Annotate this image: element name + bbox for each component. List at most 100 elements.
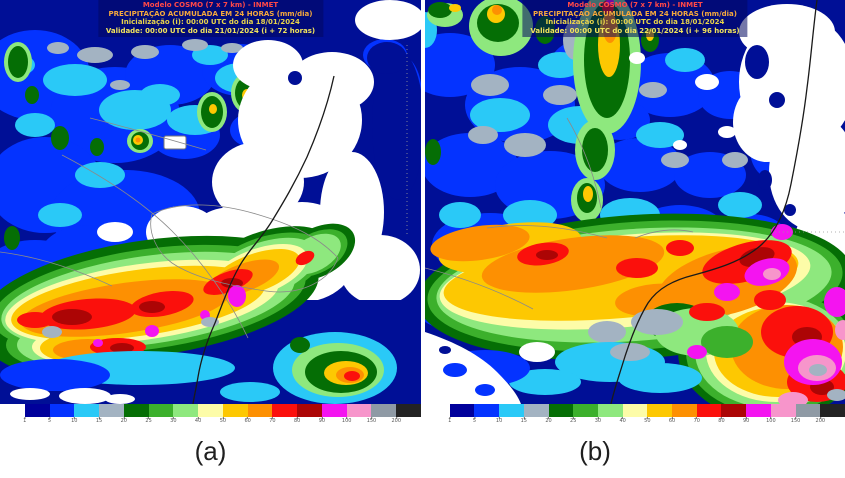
coastline <box>192 75 335 404</box>
coastline <box>610 0 818 404</box>
state-borders <box>425 117 694 310</box>
colorbar-segment <box>499 404 524 417</box>
colorbar-tick-label: 100 <box>341 418 352 424</box>
colorbar-segment <box>425 404 450 417</box>
colorbar-segment <box>321 404 347 417</box>
colorbar-ticks-b: 1 5 10 15 20 25 30 40 50 60 70 80 90 100 150 200 <box>425 417 845 425</box>
valid-line: Validade: 00:00 UTC do dia 22/01/2024 (i… <box>530 26 740 35</box>
panel-b: Modelo COSMO (7 x 7 km) - INMET PRECIPIT… <box>425 0 845 425</box>
colorbar-segment <box>548 404 574 417</box>
colorbar-segment <box>449 404 475 417</box>
colorbar-tick-label: 10 <box>71 418 78 424</box>
colorbar-segment <box>523 404 549 417</box>
colorbar-segment <box>770 404 796 417</box>
colorbar-tick-label: 100 <box>766 418 776 424</box>
colorbar-tick-label: 1 <box>23 418 27 424</box>
map-title-a: Modelo COSMO (7 x 7 km) - INMET PRECIPIT… <box>97 0 324 37</box>
model-line: Modelo COSMO (7 x 7 km) - INMET <box>142 1 279 9</box>
colorbar-b <box>425 404 845 417</box>
colorbar-tick-label: 60 <box>244 418 251 424</box>
colorbar-tick-label: 30 <box>594 418 602 424</box>
colorbar-tick-label: 15 <box>95 418 103 424</box>
variable-line: PRECIPITAÇÃO ACUMULADA EM 24 HORAS (mm/d… <box>533 9 737 18</box>
colorbar-segment <box>272 404 298 417</box>
colorbar-a <box>0 404 422 417</box>
colorbar-segment <box>746 404 771 417</box>
colorbar-segment <box>672 404 697 417</box>
colorbar-tick-label: 200 <box>391 418 402 424</box>
colorbar-ticks-a: 1 5 10 15 20 25 30 40 50 60 70 80 90 100 150 200 <box>0 417 421 425</box>
colorbar-segment <box>696 404 722 417</box>
colorbar-tick-label: 5 <box>472 418 476 424</box>
colorbar-tick-label: 200 <box>815 418 826 424</box>
panel-a: Modelo COSMO (7 x 7 km) - INMET PRECIPIT… <box>0 0 422 425</box>
colorbar-tick-label: 40 <box>194 418 202 424</box>
colorbar-segment <box>0 404 25 417</box>
colorbar-segment <box>173 404 199 417</box>
colorbar-segment <box>123 404 149 417</box>
colorbar-segment <box>74 404 100 417</box>
colorbar-segment <box>371 404 397 417</box>
colorbar-tick-label: 150 <box>790 418 801 424</box>
colorbar-segment <box>346 404 372 417</box>
band-fringe <box>0 351 280 402</box>
colorbar-tick-label: 80 <box>718 418 725 424</box>
colorbar-segment <box>647 404 673 417</box>
colorbar-tick-label: 40 <box>619 418 626 424</box>
ocean-rain <box>745 45 796 216</box>
colorbar-tick-label: 15 <box>520 418 527 424</box>
precip-map-b-canvas <box>425 0 845 404</box>
colorbar-tick-label: 70 <box>269 418 276 424</box>
init-line: Inicialização (i): 00:00 UTC do dia 18/0… <box>121 18 300 26</box>
no-rain-bits <box>10 388 135 404</box>
offshore-rain-cluster <box>273 332 397 404</box>
caption-b: (b) <box>579 436 611 466</box>
colorbar-segment <box>222 404 248 417</box>
colorbar-tick-label: 25 <box>145 418 152 424</box>
colorbar-segment <box>396 404 422 417</box>
state-borders <box>0 117 339 339</box>
no-rain-bits <box>425 332 555 404</box>
colorbar-segment <box>795 404 821 417</box>
colorbar-tick-label: 10 <box>495 418 503 424</box>
colorbar-tick-label: 20 <box>120 418 127 424</box>
colorbar-tick-label: 90 <box>318 418 326 424</box>
heavy-rain-band <box>0 223 356 375</box>
colorbar-tick-label: 90 <box>742 418 750 424</box>
colorbar-tick-label: 30 <box>170 418 177 424</box>
valid-line: Validade: 00:00 UTC do dia 21/01/2024 (i… <box>105 26 316 35</box>
precip-map-a: Modelo COSMO (7 x 7 km) - INMET PRECIPIT… <box>0 0 421 404</box>
colorbar-tick-label: 1 <box>448 418 452 424</box>
precip-map-a-canvas <box>0 0 421 404</box>
colorbar-segment <box>297 404 322 417</box>
colorbar-tick-label: 25 <box>570 418 577 424</box>
colorbar-segment <box>573 404 598 417</box>
colorbar-tick-label: 60 <box>668 418 676 424</box>
caption-a: (a) <box>194 436 227 466</box>
colorbar-tick-label: 50 <box>219 418 227 424</box>
variable-line: PRECIPITAÇÃO ACUMULADA EM 24 HORAS (mm/d… <box>108 9 313 18</box>
map-title-b: Modelo COSMO (7 x 7 km) - INMET PRECIPIT… <box>522 0 748 37</box>
colorbar-segment <box>198 404 223 417</box>
colorbar-segment <box>820 404 845 417</box>
colorbar-segment <box>49 404 75 417</box>
colorbar-tick-label: 80 <box>293 418 301 424</box>
colorbar-segment <box>148 404 174 417</box>
colorbar-tick-label: 20 <box>545 418 552 424</box>
init-line: Inicialização (i): 00:00 UTC do dia 18/0… <box>545 18 725 26</box>
colorbar-tick-label: 70 <box>693 418 700 424</box>
reservoir-outline <box>163 135 187 150</box>
colorbar-segment <box>622 404 648 417</box>
colorbar-segment <box>597 404 623 417</box>
colorbar-tick-label: 5 <box>47 418 52 424</box>
model-line: Modelo COSMO (7 x 7 km) - INMET <box>567 1 703 9</box>
heavy-rain-cores <box>517 224 845 404</box>
colorbar-tick-label: 50 <box>644 418 651 424</box>
colorbar-segment <box>474 404 500 417</box>
colorbar-segment <box>99 404 124 417</box>
colorbar-segment <box>247 404 273 417</box>
colorbar-segment <box>721 404 747 417</box>
colorbar-tick-label: 150 <box>366 418 377 424</box>
colorbar-segment <box>24 404 50 417</box>
